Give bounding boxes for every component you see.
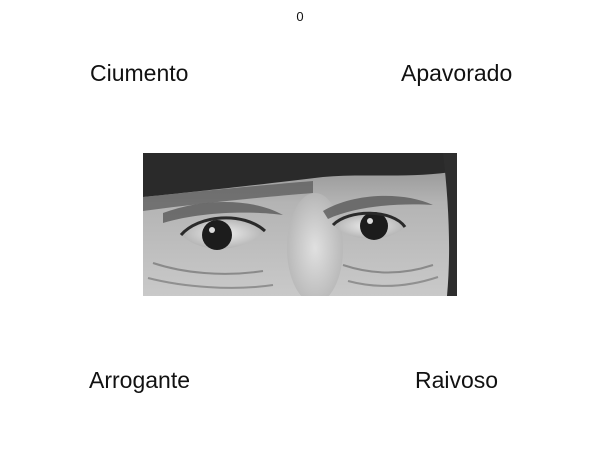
option-top-right[interactable]: Apavorado — [401, 60, 513, 86]
eyes-photo — [143, 153, 457, 296]
option-top-left[interactable]: Ciumento — [90, 60, 189, 86]
trial-counter: 0 — [296, 9, 304, 24]
option-bottom-left[interactable]: Arrogante — [89, 367, 191, 393]
option-bottom-right[interactable]: Raivoso — [415, 367, 499, 393]
